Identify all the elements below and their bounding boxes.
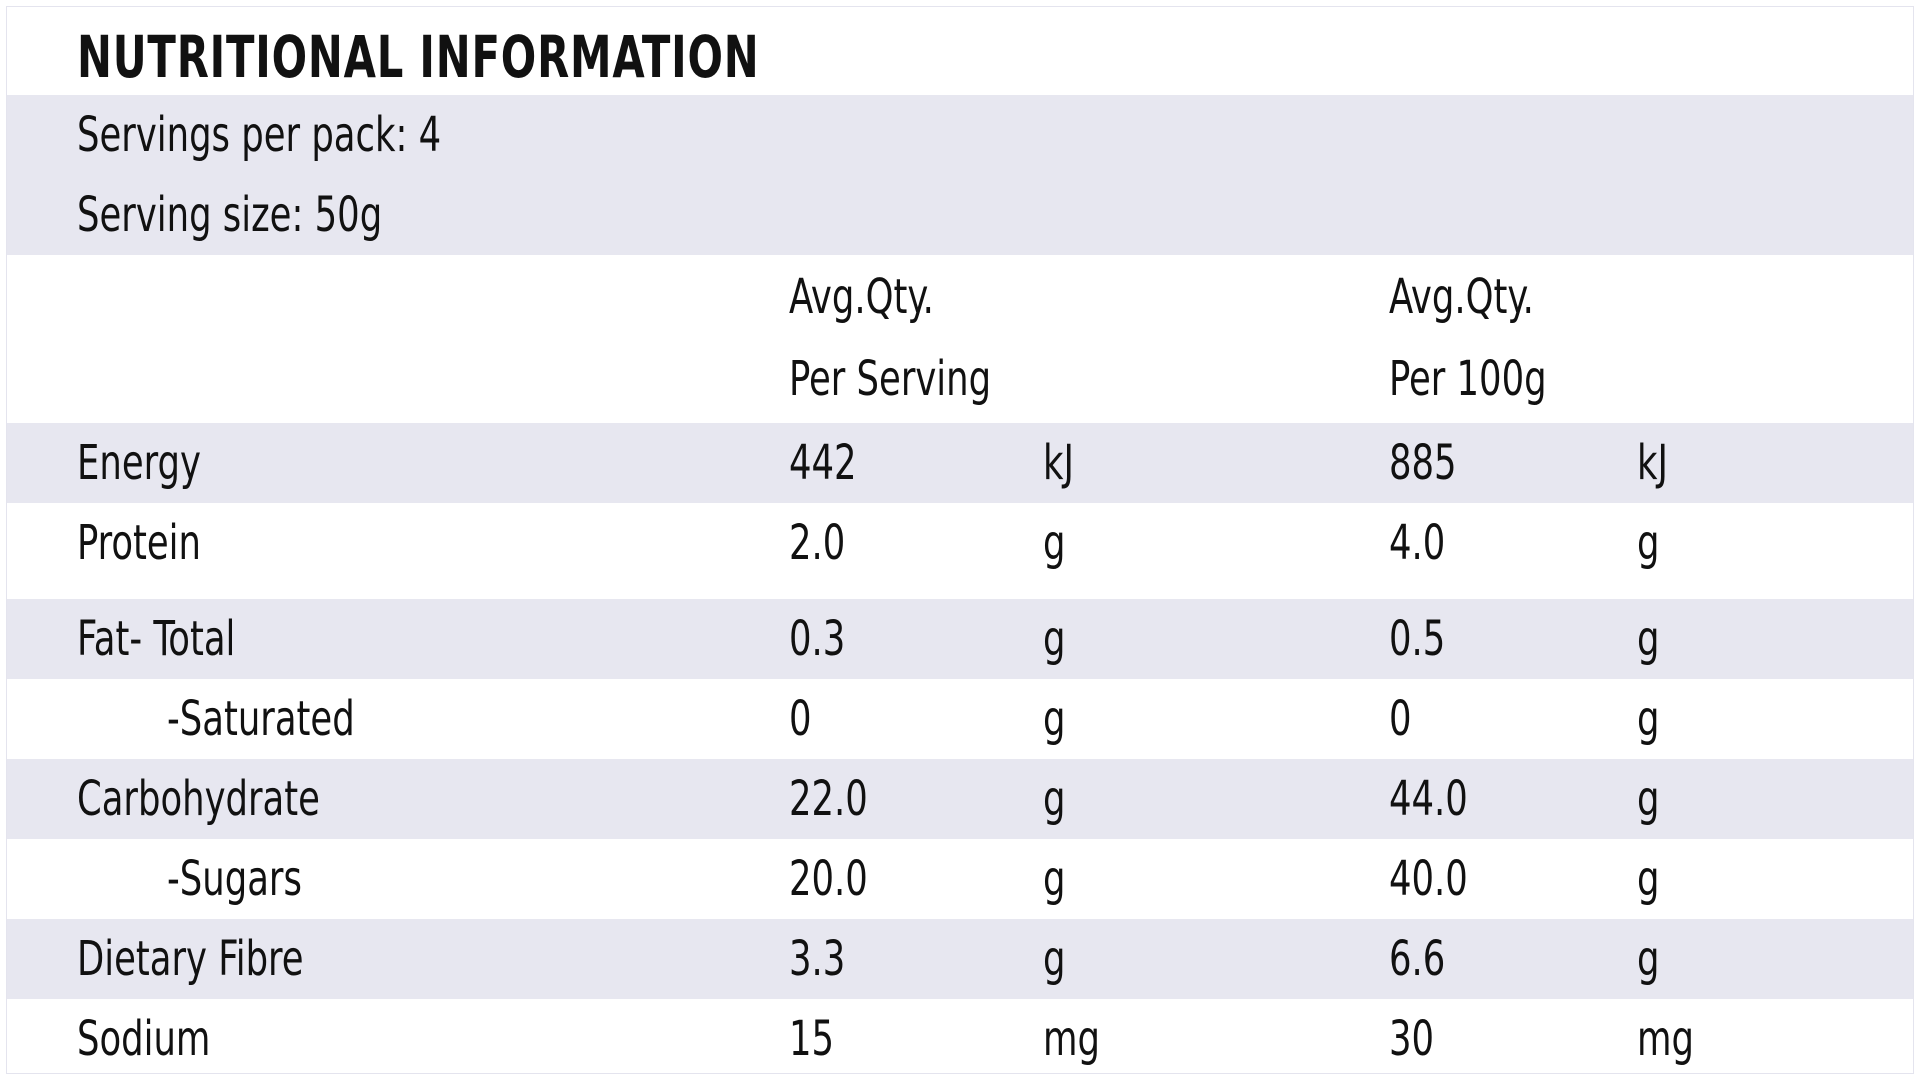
per-serving-header-line2: Per Serving (789, 351, 992, 407)
title-row: NUTRITIONAL INFORMATION (7, 7, 1913, 95)
table-row: Fat- Total 0.3 g 0.5 g (7, 599, 1913, 679)
nutrient-name: -Saturated (167, 691, 355, 747)
per-100g-unit: mg (1637, 1011, 1694, 1067)
servings-per-pack: Servings per pack: 4 (77, 107, 442, 163)
per-serving-unit: g (1043, 515, 1066, 571)
per-100g-header-line1: Avg.Qty. (1389, 269, 1534, 325)
nutrition-panel: NUTRITIONAL INFORMATION Servings per pac… (6, 6, 1914, 1074)
per-100g-value: 0.5 (1389, 611, 1446, 667)
table-row: Sodium 15 mg 30 mg (7, 999, 1913, 1073)
per-100g-value: 4.0 (1389, 515, 1446, 571)
per-100g-value: 30 (1389, 1011, 1435, 1067)
table-row: Carbohydrate 22.0 g 44.0 g (7, 759, 1913, 839)
table-row: Dietary Fibre 3.3 g 6.6 g (7, 919, 1913, 999)
per-serving-unit: g (1043, 691, 1066, 747)
per-100g-value: 885 (1389, 435, 1457, 491)
per-100g-unit: g (1637, 851, 1660, 907)
table-row: -Sugars 20.0 g 40.0 g (7, 839, 1913, 919)
per-serving-value: 22.0 (789, 771, 868, 827)
per-serving-value: 3.3 (789, 931, 846, 987)
per-100g-unit: g (1637, 515, 1660, 571)
nutrient-name: Carbohydrate (77, 771, 320, 827)
table-row: -Saturated 0 g 0 g (7, 679, 1913, 759)
per-100g-value: 44.0 (1389, 771, 1468, 827)
per-100g-unit: g (1637, 691, 1660, 747)
per-100g-unit: kJ (1637, 435, 1668, 491)
per-serving-unit: g (1043, 611, 1066, 667)
servings-block: Servings per pack: 4 Serving size: 50g (7, 95, 1913, 255)
per-serving-value: 442 (789, 435, 857, 491)
nutrient-name: Fat- Total (77, 611, 236, 667)
nutrient-name: Sodium (77, 1011, 211, 1067)
per-serving-unit: g (1043, 931, 1066, 987)
per-serving-value: 0.3 (789, 611, 846, 667)
nutrient-name: Energy (77, 435, 201, 491)
per-100g-header-line2: Per 100g (1389, 351, 1547, 407)
per-serving-header-line1: Avg.Qty. (789, 269, 934, 325)
per-serving-unit: mg (1043, 1011, 1100, 1067)
table-row: Energy 442 kJ 885 kJ (7, 423, 1913, 503)
per-serving-value: 2.0 (789, 515, 846, 571)
per-serving-unit: g (1043, 771, 1066, 827)
nutrient-name: Dietary Fibre (77, 931, 304, 987)
per-100g-unit: g (1637, 771, 1660, 827)
nutrient-name: Protein (77, 515, 201, 571)
per-100g-unit: g (1637, 931, 1660, 987)
nutrient-name: -Sugars (167, 851, 302, 907)
per-serving-value: 0 (789, 691, 812, 747)
table-row: Protein 2.0 g 4.0 g (7, 503, 1913, 599)
per-serving-value: 20.0 (789, 851, 868, 907)
panel-title: NUTRITIONAL INFORMATION (77, 23, 760, 91)
per-serving-unit: kJ (1043, 435, 1074, 491)
column-header-row: Avg.Qty. Per Serving Avg.Qty. Per 100g (7, 255, 1913, 423)
per-serving-unit: g (1043, 851, 1066, 907)
per-100g-value: 40.0 (1389, 851, 1468, 907)
serving-size: Serving size: 50g (77, 187, 383, 243)
per-serving-value: 15 (789, 1011, 835, 1067)
per-100g-value: 0 (1389, 691, 1412, 747)
per-100g-unit: g (1637, 611, 1660, 667)
per-100g-value: 6.6 (1389, 931, 1446, 987)
